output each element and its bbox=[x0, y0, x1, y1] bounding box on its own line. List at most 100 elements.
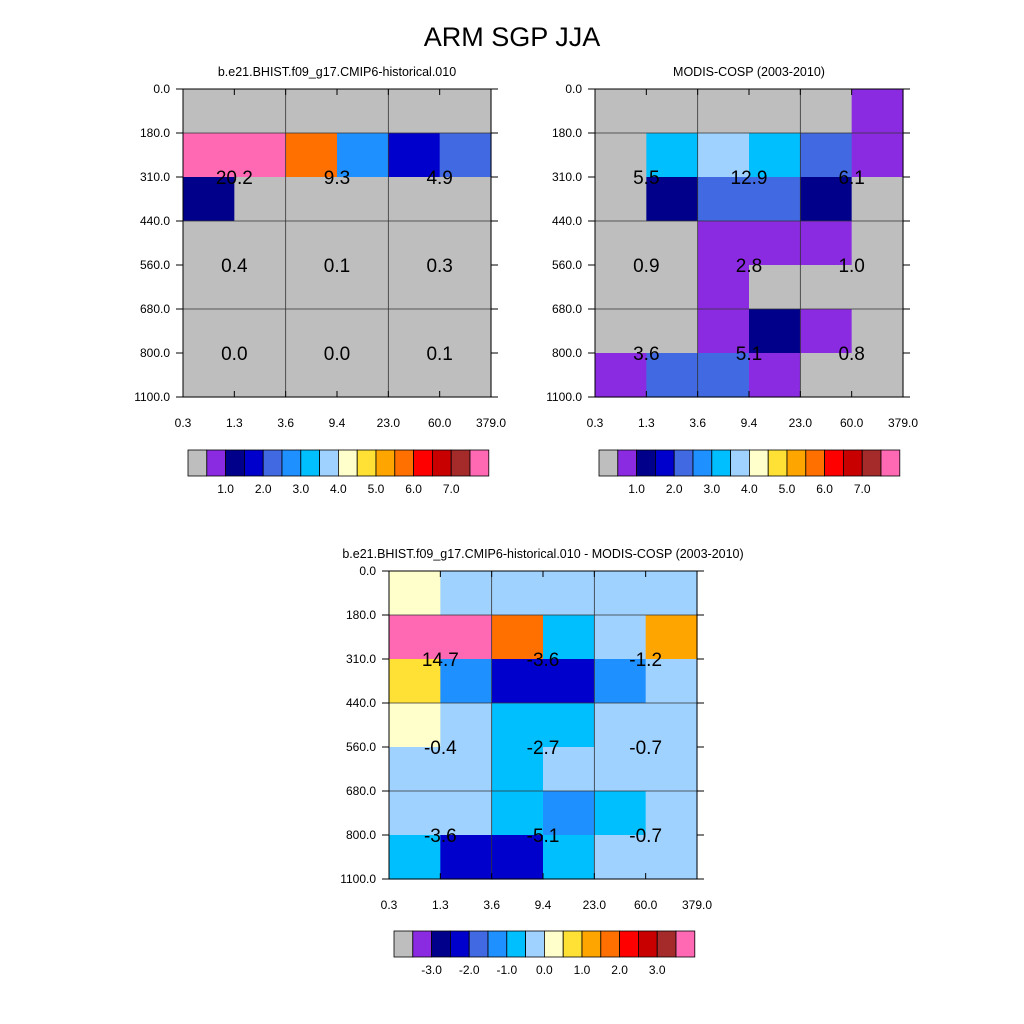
heatmap-cell bbox=[439, 177, 492, 222]
colorbar-label: 6.0 bbox=[405, 482, 422, 496]
heatmap-cell bbox=[645, 791, 698, 836]
heatmap-cell bbox=[285, 133, 338, 178]
panel-title: b.e21.BHIST.f09_g17.CMIP6-historical.010 bbox=[218, 65, 456, 79]
cell-value-label: 12.9 bbox=[731, 168, 768, 189]
cell-value-label: 0.1 bbox=[426, 344, 452, 365]
heatmap-cell bbox=[285, 309, 338, 354]
colorbar-label: 0.0 bbox=[536, 963, 553, 977]
colorbar-swatch bbox=[412, 930, 432, 958]
cell-value-label: 0.4 bbox=[221, 256, 248, 277]
colorbar-label: 7.0 bbox=[854, 482, 871, 496]
x-tick-label: 9.4 bbox=[535, 898, 552, 912]
cell-value-label: 9.3 bbox=[324, 168, 350, 189]
heatmap-cell bbox=[595, 89, 647, 134]
colorbar-swatch bbox=[843, 449, 863, 477]
heatmap-cell bbox=[646, 221, 699, 266]
colorbar-swatch bbox=[619, 930, 639, 958]
cell-value-label: -5.1 bbox=[527, 826, 560, 847]
heatmap-cell bbox=[851, 89, 904, 134]
heatmap-cell bbox=[800, 265, 853, 310]
heatmap-cell bbox=[183, 177, 235, 222]
colorbar-label: 3.0 bbox=[292, 482, 309, 496]
heatmap-cell bbox=[851, 221, 904, 266]
panels: b.e21.BHIST.f09_g17.CMIP6-historical.010… bbox=[134, 65, 918, 977]
heatmap-cell bbox=[183, 353, 235, 398]
colorbar-label: 6.0 bbox=[816, 482, 833, 496]
heatmap-cell bbox=[646, 177, 699, 222]
colorbar-swatch bbox=[525, 930, 545, 958]
heatmap-cell bbox=[491, 571, 544, 616]
y-tick-label: 680.0 bbox=[552, 302, 582, 316]
heatmap-cell bbox=[389, 791, 441, 836]
heatmap-cell bbox=[337, 177, 389, 222]
heatmap-cell bbox=[439, 133, 492, 178]
colorbar-label: 3.0 bbox=[703, 482, 720, 496]
heatmap-cell bbox=[183, 221, 235, 266]
colorbar-swatch bbox=[187, 449, 208, 477]
heatmap-cell bbox=[800, 353, 853, 398]
heatmap-cell bbox=[749, 265, 801, 310]
colorbar-swatch bbox=[562, 930, 583, 958]
y-tick-label: 800.0 bbox=[140, 346, 170, 360]
heatmap-cell bbox=[749, 221, 801, 266]
colorbar-swatch bbox=[617, 449, 637, 477]
colorbar-swatch bbox=[225, 449, 245, 477]
colorbar: 1.0 2.0 3.0 4.0 5.0 6.0 7.0 bbox=[187, 449, 490, 496]
x-tick-label: 379.0 bbox=[476, 416, 506, 430]
heatmap-cell bbox=[646, 353, 699, 398]
y-tick-label: 180.0 bbox=[552, 126, 582, 140]
y-tick-label: 560.0 bbox=[552, 258, 582, 272]
colorbar-swatch bbox=[600, 930, 620, 958]
cell-value-label: 0.0 bbox=[324, 344, 350, 365]
heatmap-cell bbox=[646, 309, 699, 354]
colorbar: 1.0 2.0 3.0 4.0 5.0 6.0 7.0 bbox=[598, 449, 901, 496]
heatmap-cell bbox=[543, 703, 595, 748]
heatmap-cell bbox=[851, 265, 904, 310]
cell-value-label: 5.5 bbox=[633, 168, 659, 189]
heatmap-cell bbox=[285, 221, 338, 266]
heatmap-cell bbox=[543, 615, 595, 660]
y-tick-label: 180.0 bbox=[346, 608, 376, 622]
colorbar-swatch bbox=[805, 449, 825, 477]
heatmap-cell bbox=[285, 265, 338, 310]
colorbar-label: 5.0 bbox=[368, 482, 385, 496]
colorbar-label: 2.0 bbox=[666, 482, 683, 496]
colorbar: -3.0 -2.0 -1.0 0.0 1.0 2.0 3.0 bbox=[393, 930, 696, 977]
colorbar-label: 3.0 bbox=[649, 963, 666, 977]
cell-value-label: 2.8 bbox=[736, 256, 762, 277]
colorbar-label: 1.0 bbox=[628, 482, 645, 496]
cell-value-label: 1.0 bbox=[838, 256, 864, 277]
colorbar-swatch bbox=[544, 930, 564, 958]
colorbar-swatch bbox=[449, 930, 470, 958]
heatmap-cell bbox=[183, 309, 235, 354]
heatmap-cell bbox=[440, 747, 493, 792]
y-tick-label: 1100.0 bbox=[340, 872, 376, 886]
heatmap-cell bbox=[389, 703, 441, 748]
heatmap-cell bbox=[851, 309, 904, 354]
heatmap-cell bbox=[749, 177, 801, 222]
heatmap-cell bbox=[594, 791, 647, 836]
heatmap-cell bbox=[388, 89, 441, 134]
colorbar-swatch bbox=[581, 930, 602, 958]
heatmap-cell bbox=[491, 615, 544, 660]
x-tick-label: 1.3 bbox=[432, 898, 449, 912]
heatmap-cell bbox=[595, 133, 647, 178]
heatmap-cell bbox=[234, 177, 287, 222]
heatmap-cell bbox=[440, 615, 493, 660]
colorbar-swatch bbox=[598, 449, 619, 477]
colorbar-swatch bbox=[469, 449, 490, 477]
heatmap-cell bbox=[183, 133, 235, 178]
heatmap-cell bbox=[800, 177, 853, 222]
heatmap-cell bbox=[439, 221, 492, 266]
colorbar-swatch bbox=[356, 449, 377, 477]
heatmap-cell bbox=[594, 703, 647, 748]
x-tick-label: 60.0 bbox=[428, 416, 452, 430]
colorbar-swatch bbox=[300, 449, 320, 477]
cell-value-label: -1.2 bbox=[629, 650, 662, 671]
heatmap-cell bbox=[543, 659, 595, 704]
colorbar-label: 1.0 bbox=[574, 963, 591, 977]
colorbar-swatch bbox=[786, 449, 807, 477]
cell-value-label: 3.6 bbox=[633, 344, 659, 365]
colorbar-swatch bbox=[375, 449, 396, 477]
heatmap-cell bbox=[851, 177, 904, 222]
